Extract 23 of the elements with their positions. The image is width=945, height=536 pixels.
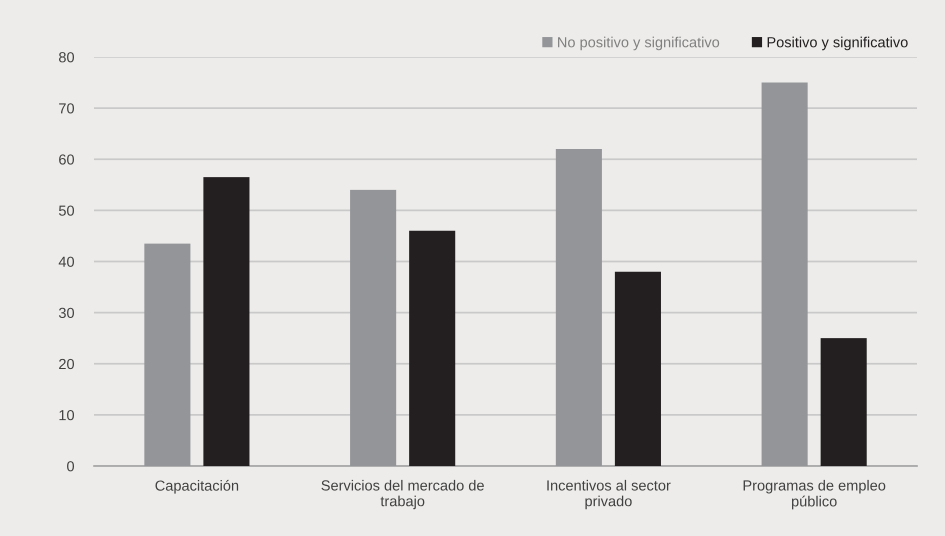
x-tick-label: Servicios del mercado de trabajo <box>321 480 484 510</box>
bar <box>144 244 190 466</box>
legend-label: No positivo y significativo <box>558 36 720 50</box>
legend-label: Positivo y significativo <box>768 36 908 50</box>
y-tick-label: 10 <box>59 410 74 420</box>
x-tick-label: Capacitación <box>155 480 238 494</box>
y-tick-label: 60 <box>59 154 74 165</box>
x-tick-label: Incentivos al sector privado <box>547 480 671 510</box>
y-tick-label: 20 <box>59 358 74 370</box>
y-tick-label: 70 <box>59 103 74 114</box>
bar <box>820 338 867 466</box>
y-tick-label: 30 <box>58 308 74 318</box>
y-tick-label: 0 <box>67 461 74 472</box>
y-tick-label: 80 <box>58 52 74 62</box>
bar <box>350 190 396 466</box>
y-tick-label: 50 <box>58 205 74 216</box>
x-tick-label: Programas de empleo público <box>744 480 886 510</box>
bar <box>762 82 808 466</box>
bar <box>614 272 661 466</box>
bar <box>556 149 602 466</box>
bar <box>409 230 456 466</box>
bar <box>203 177 250 466</box>
y-tick-label: 40 <box>58 256 74 267</box>
